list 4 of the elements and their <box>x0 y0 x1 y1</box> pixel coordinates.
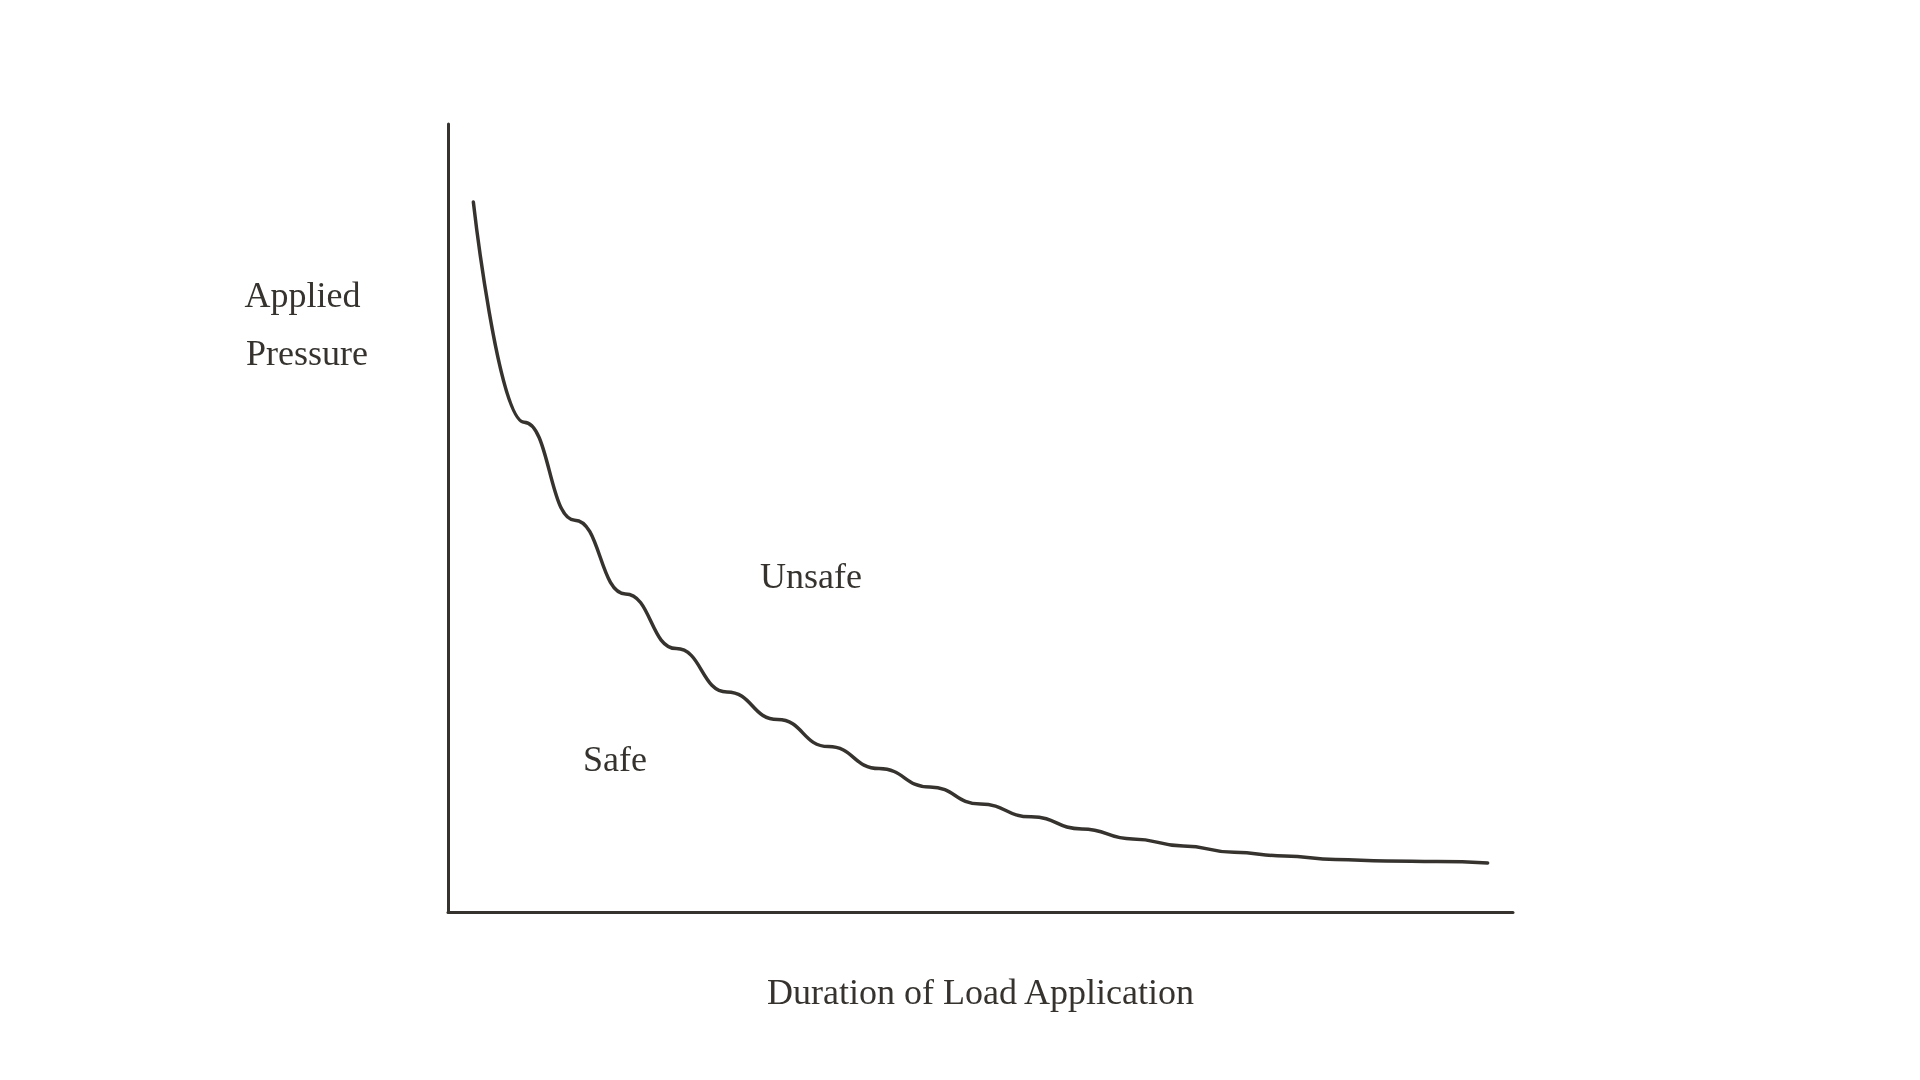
y-axis-title: Applied Pressure <box>244 275 370 373</box>
x-axis-title: Duration of Load Application <box>767 972 1194 1012</box>
annotation: Safe <box>583 739 647 779</box>
annotation: Unsafe <box>760 556 862 596</box>
